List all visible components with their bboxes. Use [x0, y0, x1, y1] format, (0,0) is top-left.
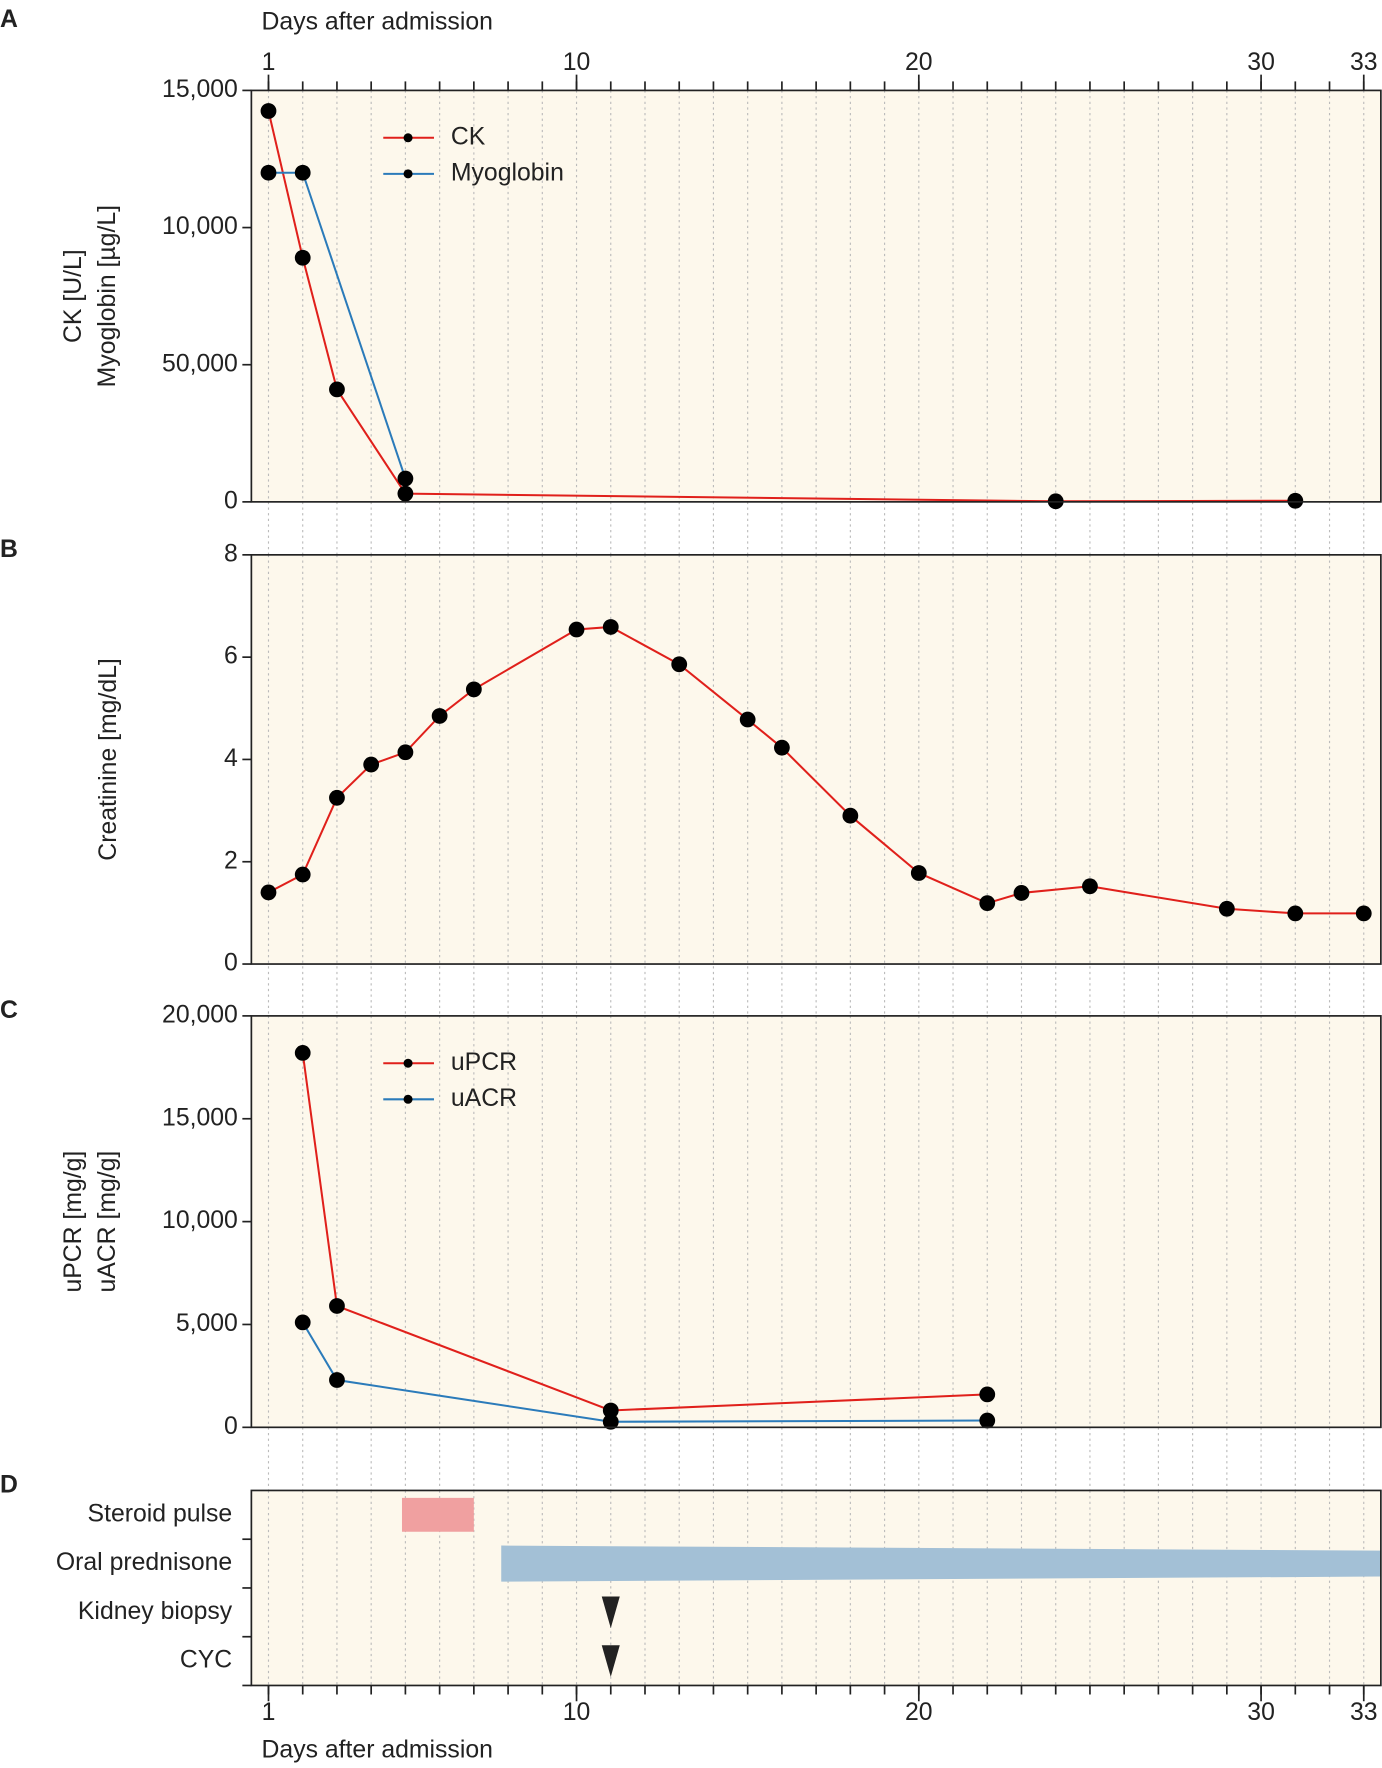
- y-tick-label: 0: [224, 1413, 238, 1440]
- data-point: [431, 708, 448, 724]
- x-tick-label: 1: [262, 1699, 276, 1726]
- legend-label: uPCR: [451, 1049, 517, 1076]
- data-point: [329, 789, 345, 806]
- plot-frame: [250, 553, 1382, 965]
- data-point: [602, 619, 619, 635]
- y-tick-label: 15,000: [162, 76, 238, 103]
- series-line: [301, 1321, 988, 1423]
- panel-label: D: [0, 1471, 18, 1498]
- legend-marker: [403, 169, 413, 179]
- y-tick-label: 0: [224, 950, 238, 977]
- row-label: Steroid pulse: [88, 1500, 233, 1527]
- plot-frame: [250, 1015, 1382, 1429]
- x-tick-label: 20: [905, 49, 933, 76]
- y-tick-label: 8: [224, 540, 238, 567]
- data-point: [568, 621, 585, 638]
- data-point: [329, 381, 345, 398]
- x-axis-label: Days after admission: [262, 1736, 493, 1763]
- event-marker: [601, 1596, 620, 1629]
- data-point: [1287, 492, 1304, 509]
- y-axis-label: uPCR [mg/g]: [60, 1151, 87, 1293]
- y-tick-label: 0: [224, 487, 238, 514]
- x-tick-label: 30: [1247, 1699, 1275, 1726]
- y-tick-label: 20,000: [162, 1001, 238, 1028]
- series-line: [301, 1052, 988, 1412]
- y-tick-label: 6: [224, 643, 238, 670]
- plot-frame: [250, 1489, 1382, 1687]
- data-point: [294, 1314, 311, 1331]
- row-label: Oral prednisone: [56, 1549, 232, 1576]
- data-point: [397, 470, 414, 487]
- data-point: [1082, 878, 1098, 895]
- treatment-bar: [501, 1545, 1381, 1582]
- panel-label: C: [0, 997, 18, 1024]
- x-tick-label: 10: [563, 49, 591, 76]
- y-tick-label: 10,000: [162, 1207, 238, 1234]
- data-point: [774, 739, 790, 756]
- data-point: [1287, 905, 1304, 922]
- data-point: [329, 1298, 345, 1314]
- legend-label: Myoglobin: [451, 159, 564, 186]
- data-point: [1355, 905, 1372, 922]
- x-tick-label: 33: [1350, 49, 1378, 76]
- y-tick-label: 4: [224, 745, 238, 772]
- data-point: [465, 681, 482, 698]
- data-point: [260, 103, 277, 119]
- y-axis-label: Creatinine [mg/dL]: [95, 658, 122, 861]
- data-point: [602, 1402, 619, 1419]
- row-label: CYC: [180, 1647, 232, 1674]
- y-tick-label: 10,000: [162, 213, 238, 240]
- data-point: [979, 1386, 996, 1403]
- legend-marker: [403, 1058, 413, 1068]
- data-point: [260, 884, 277, 901]
- data-point: [363, 756, 380, 773]
- row-label: Kidney biopsy: [78, 1598, 233, 1625]
- x-tick-label: 10: [563, 1699, 591, 1726]
- y-tick-label: 50,000: [162, 350, 238, 377]
- legend-label: uACR: [451, 1085, 517, 1112]
- data-point: [294, 866, 311, 883]
- legend-label: CK: [451, 123, 486, 150]
- data-point: [602, 1413, 619, 1430]
- y-tick-label: 5,000: [176, 1310, 238, 1337]
- treatment-bar: [401, 1497, 474, 1532]
- x-tick-label: 30: [1247, 49, 1275, 76]
- data-point: [294, 1045, 311, 1061]
- data-point: [397, 744, 414, 761]
- data-point: [397, 485, 414, 502]
- data-point: [979, 1412, 996, 1429]
- data-point: [671, 656, 688, 673]
- y-tick-label: 15,000: [162, 1104, 238, 1131]
- data-point: [260, 164, 277, 181]
- y-axis-label: CK [U/L]: [60, 249, 87, 343]
- y-tick-label: 2: [224, 847, 238, 874]
- x-axis-label: Days after admission: [262, 8, 493, 35]
- plot-frame: [250, 89, 1382, 503]
- y-axis-label: uACR [mg/g]: [94, 1151, 121, 1293]
- data-point: [294, 164, 311, 181]
- event-marker: [601, 1645, 620, 1677]
- y-axis-label: Myoglobin [µg/L]: [94, 205, 121, 387]
- data-point: [979, 895, 996, 912]
- x-tick-label: 33: [1350, 1699, 1378, 1726]
- panel-label: A: [0, 6, 18, 33]
- data-point: [294, 249, 311, 266]
- panel-label: B: [0, 536, 18, 563]
- data-point: [1218, 900, 1235, 917]
- legend-marker: [403, 133, 413, 143]
- data-point: [910, 865, 927, 881]
- x-tick-label: 1: [262, 49, 276, 76]
- data-point: [739, 711, 756, 728]
- data-point: [1013, 885, 1030, 901]
- x-tick-label: 20: [905, 1699, 933, 1726]
- legend-marker: [403, 1094, 413, 1104]
- data-point: [842, 807, 859, 824]
- data-point: [329, 1372, 345, 1388]
